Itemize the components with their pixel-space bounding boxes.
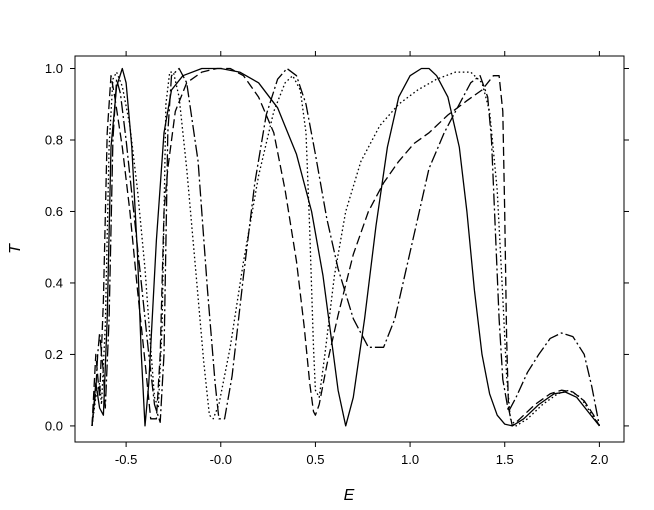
series-layer bbox=[91, 67, 601, 427]
x-tick-label: 0.5 bbox=[306, 452, 324, 467]
axis-ticks: -0.5 -0.0 0.5 1.0 1.5 2.0 0.0 0.2 0.4 0.6 0.8 1.0 bbox=[45, 51, 629, 467]
series-line-dash-dot bbox=[91, 67, 601, 427]
y-tick-label: 1.0 bbox=[45, 61, 63, 76]
x-tick-label: 2.0 bbox=[590, 452, 608, 467]
y-tick-label: 0.8 bbox=[45, 132, 63, 147]
y-tick-label: 0.2 bbox=[45, 347, 63, 362]
y-tick-label: 0.6 bbox=[45, 204, 63, 219]
y-axis-label: T bbox=[7, 243, 24, 254]
x-tick-label: 1.5 bbox=[496, 452, 514, 467]
x-axis-label: E bbox=[344, 487, 355, 504]
y-tick-label: 0.4 bbox=[45, 275, 63, 290]
x-tick-label: -0.5 bbox=[115, 452, 137, 467]
x-tick-label: 1.0 bbox=[401, 452, 419, 467]
y-tick-label: 0.0 bbox=[45, 418, 63, 433]
series-line-solid bbox=[91, 67, 600, 427]
plot-frame bbox=[74, 55, 625, 443]
series-line-dashed bbox=[91, 67, 600, 427]
x-tick-label: -0.0 bbox=[210, 452, 232, 467]
